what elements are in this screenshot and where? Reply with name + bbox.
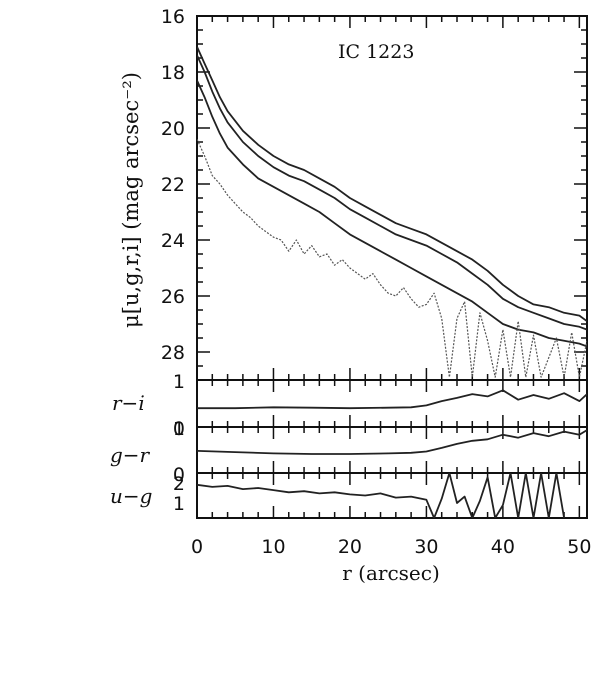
panel-frame-mu xyxy=(196,15,588,381)
x-axis-label: r (arcsec) xyxy=(342,561,440,585)
series-line-mu-3 xyxy=(197,138,587,378)
y-axis-label-r-i: r−i xyxy=(112,391,145,415)
y-tick-label: 1 xyxy=(173,371,185,393)
panel-frames xyxy=(196,15,588,519)
series-line-g-r-0 xyxy=(197,429,587,455)
series-line-mu-0 xyxy=(197,46,587,322)
y-tick-label: 16 xyxy=(161,6,185,28)
series-line-mu-2 xyxy=(197,80,587,348)
y-tick-label: 1 xyxy=(173,418,185,440)
x-tick-label: 20 xyxy=(338,536,362,558)
y-tick-label: 0 xyxy=(173,418,185,440)
x-tick-label: 0 xyxy=(191,536,203,558)
x-tick-label: 30 xyxy=(414,536,438,558)
chart-title: IC 1223 xyxy=(338,41,414,63)
y-tick-label: 22 xyxy=(161,174,185,196)
y-tick-label: 2 xyxy=(173,473,185,495)
y-tick-label: 26 xyxy=(161,286,185,308)
panel-frame-r-i xyxy=(196,379,588,428)
panel-frame-u-g xyxy=(196,472,588,519)
y-axis-label-u-g: u−g xyxy=(110,484,152,508)
x-tick-label: 40 xyxy=(491,536,515,558)
series-line-u-g-0 xyxy=(197,473,565,518)
y-tick-label: 18 xyxy=(161,62,185,84)
y-tick-label: 1 xyxy=(173,493,185,515)
x-tick-label: 50 xyxy=(567,536,591,558)
y-tick-label: 20 xyxy=(161,118,185,140)
data-curves xyxy=(197,46,587,518)
axis-ticks xyxy=(196,15,587,518)
y-tick-label: 24 xyxy=(161,230,185,252)
y-axis-label-g-r: g−r xyxy=(110,443,151,467)
y-axis-label-mu: μ[u,g,r,i] (mag arcsec⁻²) xyxy=(119,72,143,328)
series-line-mu-1 xyxy=(197,54,587,331)
series-line-r-i-0 xyxy=(197,389,587,410)
y-tick-label: 28 xyxy=(161,342,185,364)
x-tick-label: 10 xyxy=(261,536,285,558)
y-tick-label: 0 xyxy=(173,464,185,486)
